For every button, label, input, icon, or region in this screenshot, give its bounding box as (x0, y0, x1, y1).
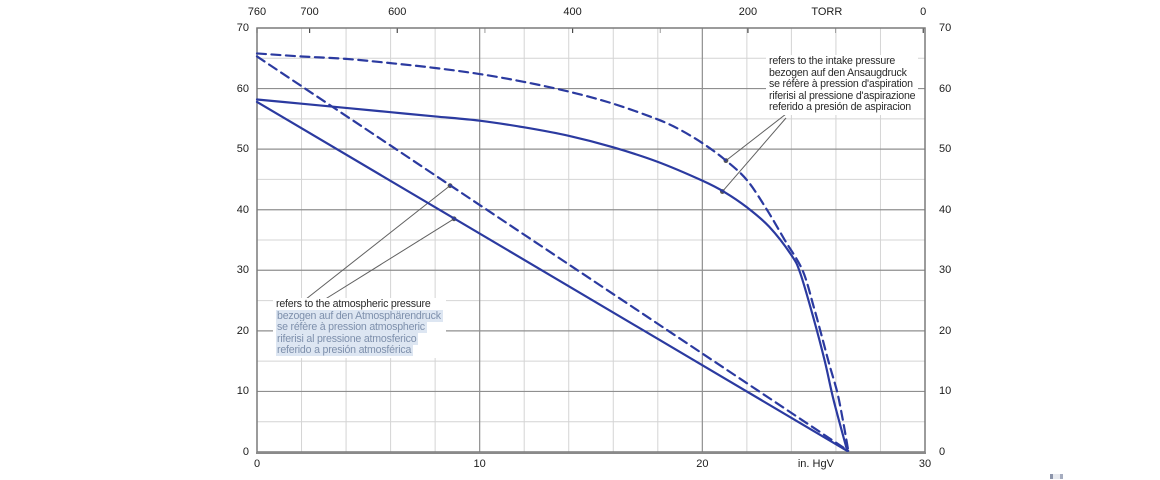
right-axis-label: 40 (939, 203, 952, 216)
left-axis-label: 70 (236, 22, 249, 34)
left-axis-label: 20 (236, 324, 249, 337)
leader-line-intake (721, 117, 787, 192)
left-axis-label: 60 (236, 82, 249, 95)
right-axis-label: 50 (939, 143, 952, 156)
right-axis-label: 70 (939, 22, 952, 34)
top-axis-label: 760 (247, 6, 267, 18)
curve-intake-pressure-dashed (255, 52, 850, 452)
ui-fragment (1050, 474, 1063, 479)
left-axis-label: 10 (236, 385, 249, 398)
bottom-axis-label: 30 (918, 458, 932, 470)
top-axis-label: 200 (738, 6, 758, 18)
annotation-line-es: referido a presión atmosférica (276, 344, 414, 357)
top-axis-label: 0 (920, 6, 927, 18)
annotation-line-fr: se réfère à pression atmospheric (276, 321, 427, 334)
top-axis-label: 400 (563, 6, 582, 18)
curve-atmospheric-reference-solid (255, 100, 849, 452)
annotation-line-es: referido a presión de aspiracion (769, 101, 912, 114)
right-axis-label: 30 (939, 264, 952, 277)
fragment-cap-right (1060, 474, 1063, 479)
left-axis-label: 30 (236, 264, 249, 277)
right-axis-label: 20 (939, 324, 952, 337)
fragment-bar (1053, 474, 1060, 479)
annotation-line-en: refers to the atmospheric pressure (276, 298, 431, 310)
annotation-line-it: riferisi al pressione d'aspirazione (769, 89, 916, 102)
right-axis-label: 10 (939, 385, 952, 398)
top-axis-label: 700 (300, 6, 319, 18)
annotation-line-it: riferisi al pressione atmosferico (276, 332, 419, 345)
bottom-axis-label: 20 (696, 458, 709, 470)
curve-atmospheric-reference-dashed (255, 55, 850, 452)
curve-intake-pressure-solid (255, 98, 849, 452)
annotation-line-de: bezogen auf den Ansaugdruck (769, 66, 907, 79)
right-axis-label: 0 (939, 446, 946, 458)
annotation-atmospheric-pressure: refers to the atmospheric pressure bezog… (273, 298, 446, 358)
left-axis-label: 0 (242, 446, 249, 458)
bottom-axis-label: 10 (473, 458, 486, 470)
leader-line-intake (725, 113, 787, 162)
annotation-line-en: refers to the intake pressure (769, 55, 896, 67)
fragment-cap-left (1050, 474, 1053, 479)
leader-line-atmospheric (318, 218, 455, 304)
left-axis-label: 40 (236, 203, 249, 216)
annotation-line-de: bezogen auf den Atmosphärendruck (276, 309, 443, 322)
bottom-axis-label: in. HgV (797, 458, 834, 470)
right-axis-label: 60 (939, 82, 952, 95)
top-axis-label: 600 (388, 6, 407, 18)
bottom-axis-label: 0 (253, 458, 261, 470)
annotation-line-fr: se réfère à pression d'aspiration (769, 78, 913, 91)
annotation-intake-pressure: refers to the intake pressure bezogen au… (766, 55, 919, 115)
left-axis-label: 50 (236, 143, 249, 156)
top-axis-label: TORR (811, 6, 843, 18)
leader-line-atmospheric (300, 185, 451, 304)
